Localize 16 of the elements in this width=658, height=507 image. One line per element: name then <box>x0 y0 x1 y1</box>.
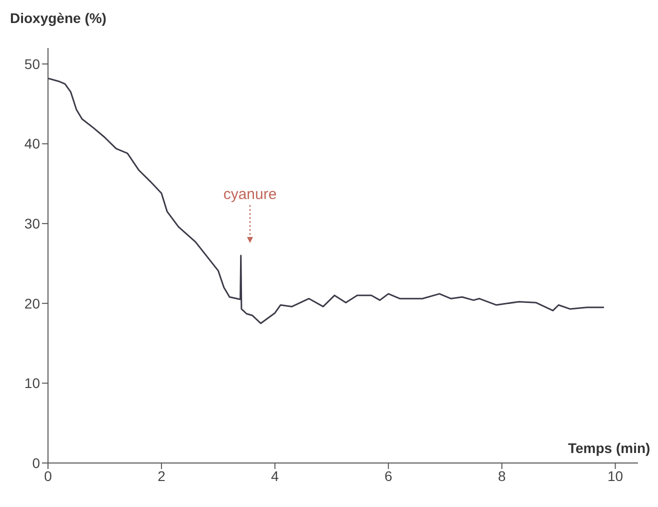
y-tick-label: 10 <box>24 375 40 392</box>
line-series <box>48 78 605 324</box>
x-tick-label: 4 <box>271 468 280 484</box>
y-axis-title: Dioxygène (%) <box>10 10 106 26</box>
y-tick-label: 30 <box>24 216 40 232</box>
y-tick-label: 40 <box>24 136 40 152</box>
x-tick-label: 8 <box>498 468 506 484</box>
x-tick-label: 10 <box>608 468 624 484</box>
y-tick-label: 20 <box>24 295 40 312</box>
x-tick-label: 0 <box>44 468 52 484</box>
y-tick-label: 50 <box>24 56 40 72</box>
x-tick-label: 6 <box>384 468 392 484</box>
x-axis-title: Temps (min) <box>568 440 650 456</box>
annotation: cyanure <box>222 186 278 203</box>
x-tick-label: 2 <box>158 468 166 484</box>
y-tick-label: 0 <box>32 454 40 471</box>
